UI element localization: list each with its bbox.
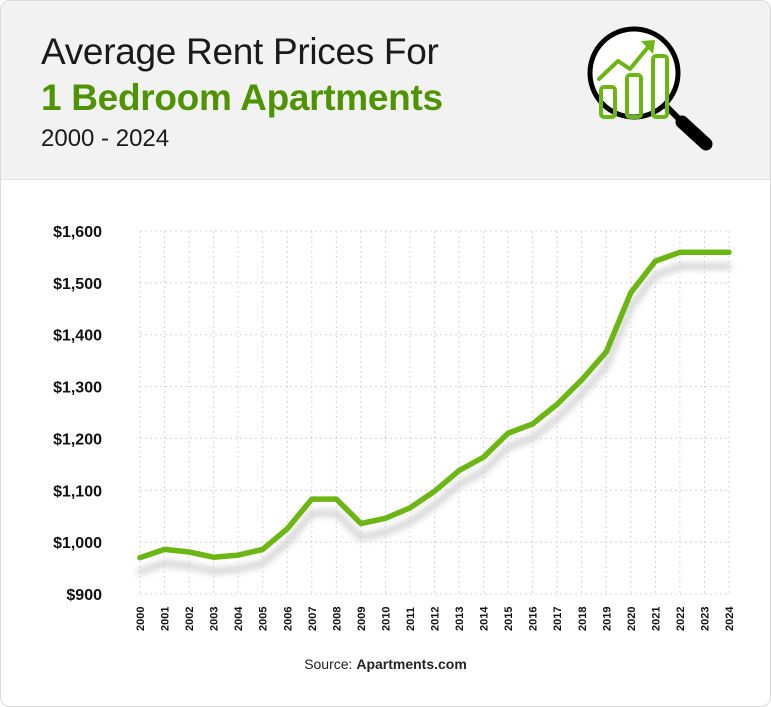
x-tick-label: 2012: [430, 607, 442, 631]
magnifier-growth-chart-icon: [587, 26, 713, 151]
y-tick-label: $1,300: [53, 380, 102, 397]
data-point-2000: [137, 555, 143, 561]
x-tick-label: 2003: [209, 607, 221, 631]
chart-subtitle: 2000 - 2024: [41, 125, 170, 152]
data-point-2003: [211, 554, 217, 560]
x-tick-label: 2007: [307, 607, 319, 631]
data-point-2006: [284, 526, 290, 532]
x-tick-label: 2017: [552, 607, 564, 631]
data-point-2015: [505, 430, 511, 436]
series-line-shadow: [137, 263, 732, 575]
x-tick-label: 2024: [724, 606, 736, 631]
data-point-2002: [186, 549, 192, 555]
data-point-2020: [628, 290, 634, 296]
x-tick-label: 2008: [331, 607, 343, 631]
data-point-2005: [260, 546, 266, 552]
source-name: Apartments.com: [356, 656, 467, 672]
x-tick-label: 2018: [577, 607, 589, 631]
data-point-2023: [701, 249, 707, 255]
data-point-2010: [382, 515, 388, 521]
source-prefix: Source:: [304, 656, 357, 672]
x-tick-label: 2021: [650, 607, 662, 631]
chart-title-line2: 1 Bedroom Apartments: [41, 77, 443, 118]
data-point-2013: [456, 468, 462, 474]
data-point-2018: [579, 377, 585, 383]
data-points: [137, 249, 732, 561]
x-tick-label: 2019: [601, 607, 613, 631]
x-tick-label: 2016: [528, 607, 540, 631]
data-point-2007: [309, 496, 315, 502]
chart-title-line1: Average Rent Prices For: [41, 31, 439, 72]
data-point-2019: [603, 349, 609, 355]
x-tick-label: 2002: [184, 607, 196, 631]
y-axis: $900 $1,000 $1,100 $1,200 $1,300 $1,400 $1,500…: [53, 224, 102, 604]
data-point-2008: [333, 496, 339, 502]
y-tick-label: $900: [66, 587, 102, 604]
source-note: Source: Apartments.com: [1, 656, 770, 672]
x-tick-label: 2013: [454, 607, 466, 631]
x-tick-label: 2001: [160, 607, 172, 631]
x-tick-label: 2005: [258, 607, 270, 631]
data-point-2001: [162, 546, 168, 552]
x-tick-label: 2014: [479, 606, 491, 631]
x-tick-label: 2006: [282, 607, 294, 631]
y-tick-label: $1,200: [53, 431, 102, 448]
data-point-2021: [652, 258, 658, 264]
x-tick-label: 2023: [699, 607, 711, 631]
y-tick-label: $1,100: [53, 483, 102, 500]
data-point-2011: [407, 505, 413, 511]
chart-grid: [139, 230, 730, 595]
data-point-2009: [358, 520, 364, 526]
x-tick-label: 2000: [135, 607, 147, 631]
x-tick-label: 2009: [356, 607, 368, 631]
line-chart: $900 $1,000 $1,100 $1,200 $1,300 $1,400 $1,500…: [53, 224, 736, 631]
y-tick-label: $1,500: [53, 276, 102, 293]
x-tick-label: 2004: [233, 606, 245, 631]
x-tick-label: 2011: [405, 607, 417, 631]
data-point-2022: [677, 249, 683, 255]
x-tick-label: 2010: [380, 607, 392, 631]
y-tick-label: $1,000: [53, 535, 102, 552]
x-axis: 2000 2001 2002 2003 2004 2005 2006 2007 2008 2009…: [135, 606, 736, 631]
x-tick-label: 2015: [503, 607, 515, 631]
data-point-2016: [530, 421, 536, 427]
chart-header: Average Rent Prices For 1 Bedroom Apartm…: [1, 1, 770, 180]
data-point-2012: [432, 488, 437, 494]
x-tick-label: 2022: [675, 607, 687, 631]
data-point-2017: [554, 401, 560, 407]
data-point-2014: [481, 454, 487, 460]
x-tick-label: 2020: [626, 607, 638, 631]
y-tick-label: $1,600: [53, 224, 102, 241]
data-point-2024: [726, 249, 732, 255]
y-tick-label: $1,400: [53, 328, 102, 345]
data-point-2004: [235, 552, 241, 558]
